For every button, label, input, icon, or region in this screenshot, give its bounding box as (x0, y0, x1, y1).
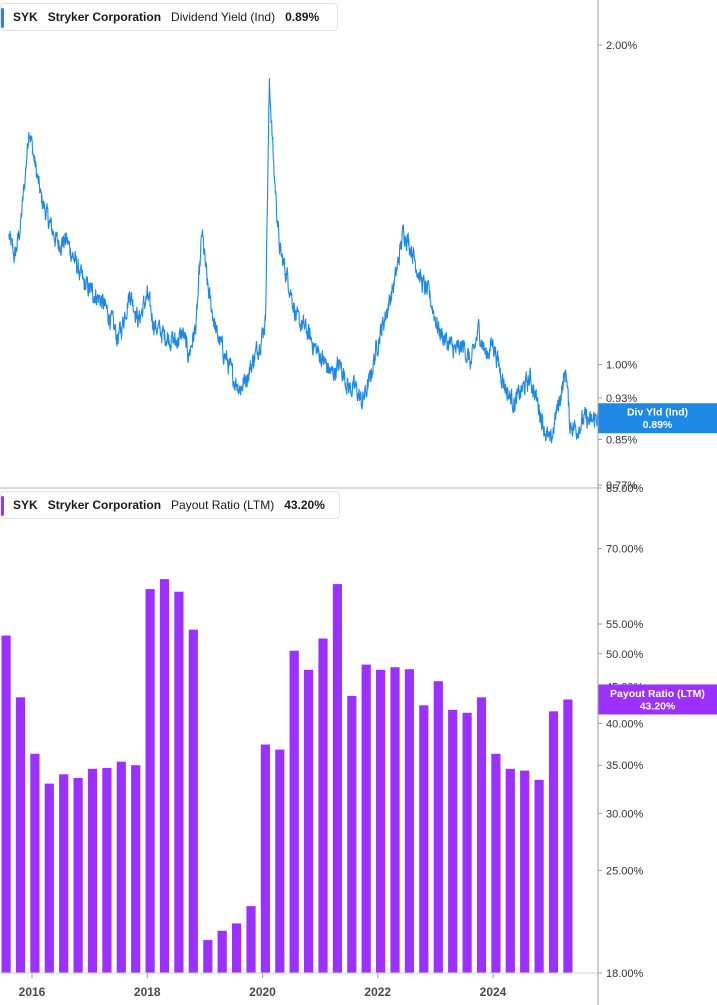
payout-bar (159, 579, 170, 973)
payout-bar (275, 749, 285, 973)
payout-bar (433, 681, 443, 973)
dividend-yield-tag-label: Div Yld (Ind) (627, 407, 688, 419)
legend-metric: Dividend Yield (Ind) (171, 10, 276, 24)
payout-bar (419, 705, 429, 973)
payout-tick-label: 55.00% (606, 619, 644, 631)
payout-bar (491, 753, 501, 973)
payout-bar (376, 669, 386, 973)
payout-tick-label: 35.00% (606, 760, 644, 772)
payout-bar (304, 669, 314, 973)
payout-ratio-tag-bg (598, 684, 717, 715)
payout-bar (232, 923, 242, 973)
yield-tick-label: 0.77% (606, 480, 637, 492)
payout-ratio-tag-label: Payout Ratio (LTM) (610, 688, 705, 700)
payout-tick-label: 85.00% (606, 483, 644, 495)
x-tick-label: 2024 (480, 985, 507, 999)
payout-ratio-y-axis: 85.00%70.00%55.00%50.00%45.00%40.00%35.0… (598, 483, 644, 980)
legend-value: 43.20% (284, 498, 325, 512)
legend-company: Stryker Corporation (47, 10, 162, 24)
dividend-yield-y-axis: 2.00% 1.00% 0.93% 0.85% 0.77% (598, 40, 637, 492)
payout-bar (116, 761, 126, 973)
payout-bar (548, 711, 559, 973)
payout-tick-label: 18.00% (606, 968, 644, 980)
payout-bar (476, 697, 487, 973)
payout-bar (347, 695, 357, 973)
payout-bar (534, 779, 544, 973)
payout-ratio-tag-value: 43.20% (640, 700, 676, 712)
payout-bar (361, 664, 371, 973)
payout-ratio-panel: 85.00%70.00%55.00%50.00%45.00%40.00%35.0… (0, 483, 717, 999)
payout-bar (505, 768, 515, 973)
payout-bar (260, 744, 270, 973)
payout-bar (1, 635, 11, 973)
payout-bar (246, 906, 256, 973)
payout-bar (462, 712, 472, 973)
legend-company: Stryker Corporation (47, 498, 162, 512)
payout-bar (44, 783, 54, 973)
legend-ticker: SYK (13, 498, 38, 512)
x-axis: 2016 2018 2020 2022 2024 (0, 972, 598, 999)
payout-ratio-bars (1, 579, 573, 973)
x-tick-label: 2020 (249, 985, 276, 999)
legend-metric: Payout Ratio (LTM) (171, 498, 275, 512)
payout-bar (332, 584, 342, 973)
payout-bar (102, 767, 112, 973)
x-tick-label: 2022 (364, 985, 391, 999)
payout-ratio-legend[interactable]: SYK Stryker Corporation Payout Ratio (LT… (0, 491, 340, 519)
payout-bar (188, 629, 198, 973)
payout-bar (289, 650, 299, 973)
payout-bar (318, 638, 328, 973)
payout-bar (390, 667, 400, 973)
x-tick-label: 2018 (134, 985, 161, 999)
dividend-yield-current-tag: Div Yld (Ind) 0.89% (598, 403, 717, 434)
dividend-yield-line (8, 77, 606, 444)
dividend-yield-swatch (1, 8, 4, 28)
payout-bar (203, 940, 213, 973)
legend-value: 0.89% (285, 10, 320, 24)
payout-tick-label: 25.00% (606, 865, 644, 877)
payout-bar (15, 697, 26, 973)
yield-tick-label: 0.85% (606, 434, 637, 446)
payout-bar (30, 753, 40, 973)
dividend-yield-panel: 2.00% 1.00% 0.93% 0.85% 0.77% Div Yld (Ind) … (8, 40, 717, 492)
payout-bar (59, 774, 69, 973)
dividend-yield-legend[interactable]: SYK Stryker Corporation Dividend Yield (… (0, 3, 338, 31)
yield-tick-label: 0.93% (606, 393, 637, 405)
payout-ratio-current-tag: Payout Ratio (LTM) 43.20% (598, 684, 717, 715)
payout-tick-label: 40.00% (606, 719, 644, 731)
payout-bar (448, 709, 458, 973)
yield-tick-label: 2.00% (606, 40, 637, 52)
payout-tick-label: 70.00% (606, 544, 644, 556)
payout-bar (87, 768, 98, 973)
payout-bar (73, 778, 83, 973)
payout-tick-label: 50.00% (606, 649, 644, 661)
payout-bar (563, 699, 573, 973)
payout-bar (145, 589, 155, 973)
payout-tick-label: 30.00% (606, 808, 644, 820)
dividend-yield-tag-bg (598, 403, 717, 434)
payout-ratio-swatch (1, 496, 4, 516)
dividend-yield-tag-value: 0.89% (643, 419, 673, 431)
payout-bar (217, 930, 227, 973)
yield-tick-label: 1.00% (606, 360, 637, 372)
x-tick-label: 2016 (19, 985, 46, 999)
payout-bar (404, 669, 414, 973)
payout-bar (174, 591, 184, 973)
payout-bar (131, 765, 141, 973)
payout-bar (520, 770, 530, 973)
legend-ticker: SYK (13, 10, 38, 24)
